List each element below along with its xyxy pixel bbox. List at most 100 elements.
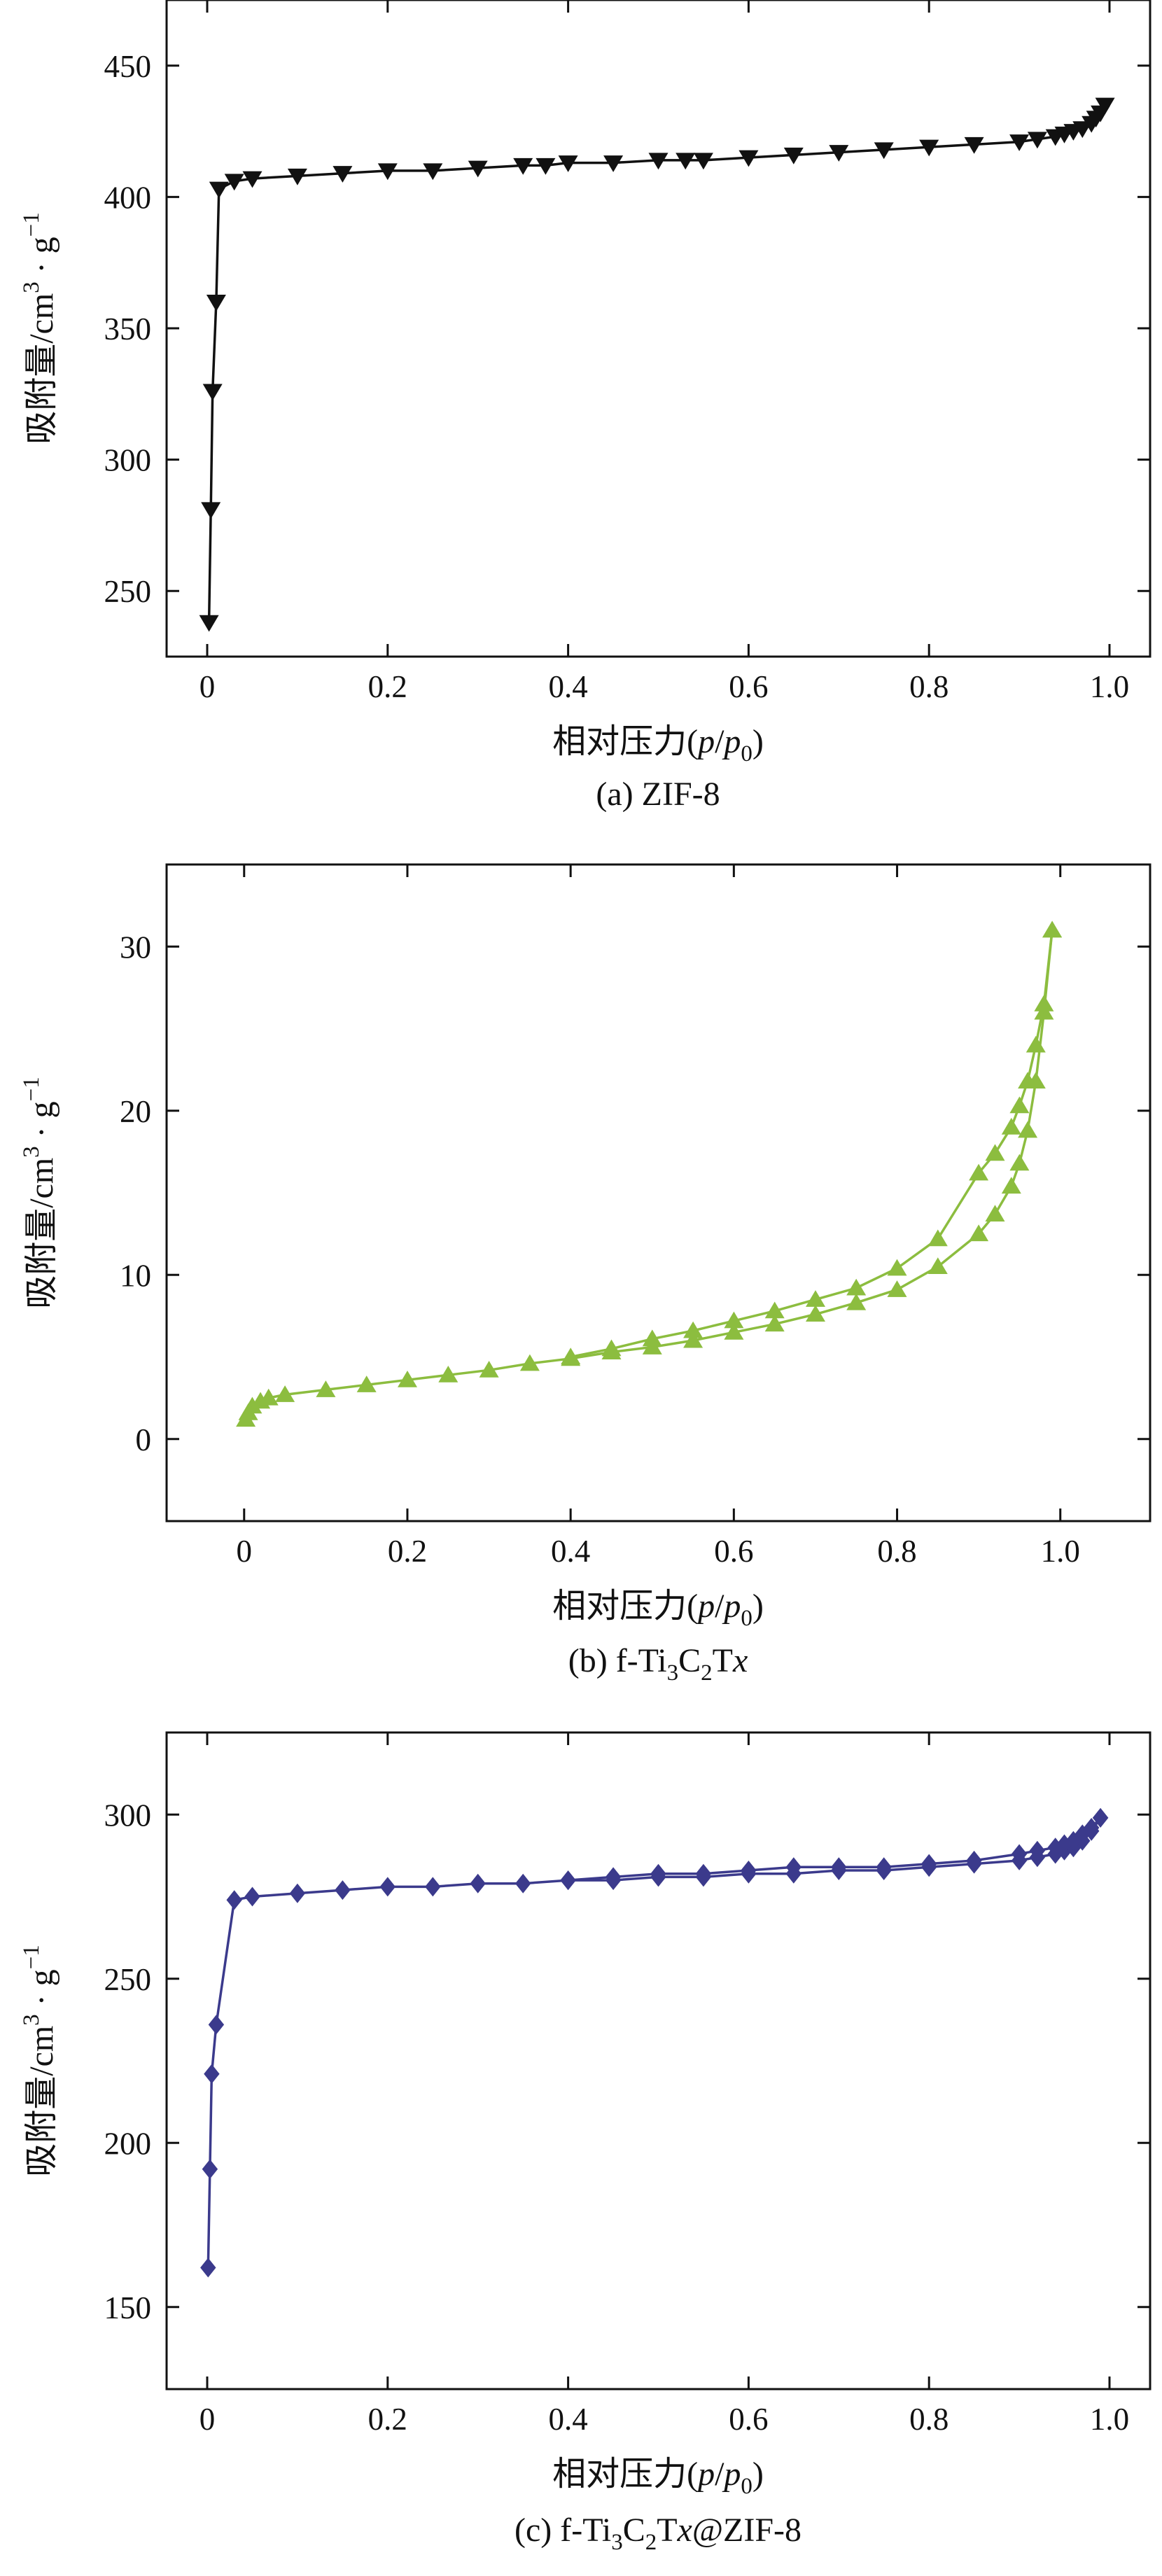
data-point bbox=[783, 147, 804, 164]
data-point bbox=[1018, 1121, 1038, 1138]
plot-frame bbox=[165, 863, 1152, 1522]
y-tick-label: 300 bbox=[104, 1798, 152, 1833]
series-line bbox=[570, 930, 1054, 1359]
panel-caption: (a) ZIF-8 bbox=[596, 776, 720, 813]
data-point bbox=[806, 1305, 825, 1322]
data-point bbox=[985, 1144, 1005, 1161]
data-point bbox=[206, 295, 226, 312]
x-tick-label: 0.4 bbox=[548, 2402, 587, 2437]
data-point bbox=[1009, 1154, 1030, 1171]
data-point bbox=[887, 1280, 907, 1297]
data-point bbox=[558, 155, 578, 172]
data-point bbox=[519, 1354, 540, 1371]
data-point bbox=[201, 502, 221, 519]
data-point bbox=[650, 1863, 666, 1884]
data-point bbox=[785, 1857, 802, 1877]
data-point bbox=[829, 145, 849, 162]
data-point bbox=[921, 1854, 937, 1874]
x-tick-label: 0.2 bbox=[388, 1534, 427, 1569]
data-point bbox=[724, 1311, 744, 1329]
x-tick-label: 0 bbox=[237, 1534, 253, 1569]
data-point bbox=[738, 150, 759, 167]
y-tick-label: 250 bbox=[104, 574, 152, 609]
panel-b: 0 0.2 0.4 0.6 0.8 1.0 0 10 20 30 吸附量/cm3 · g−1 相对… bbox=[19, 863, 1152, 1686]
data-point bbox=[1011, 1844, 1028, 1864]
data-point bbox=[423, 163, 443, 181]
data-point bbox=[919, 139, 939, 157]
data-point bbox=[398, 1371, 417, 1387]
data-point bbox=[969, 1224, 989, 1242]
data-point bbox=[724, 1323, 744, 1340]
data-point bbox=[1074, 1824, 1091, 1844]
data-point bbox=[1034, 995, 1054, 1011]
panel-a: 0 0.2 0.4 0.6 0.8 1.0 250 300 350 400 450 吸附量/cm3 … bbox=[19, 0, 1152, 813]
data-point bbox=[693, 153, 713, 170]
data-point bbox=[479, 1361, 499, 1378]
data-point bbox=[764, 1315, 785, 1332]
data-point bbox=[1009, 134, 1030, 151]
data-point bbox=[515, 1873, 531, 1893]
data-point bbox=[287, 168, 307, 186]
x-axis-label: 相对压力(p/p0) bbox=[552, 1588, 764, 1631]
y-tick-label: 350 bbox=[104, 312, 152, 346]
axis-ticks: 0 0.2 0.4 0.6 0.8 1.0 150 200 250 300 bbox=[104, 1732, 1150, 2437]
x-tick-label: 0 bbox=[200, 669, 216, 704]
data-point bbox=[275, 1385, 295, 1402]
data-point bbox=[199, 615, 219, 632]
data-point bbox=[846, 1278, 867, 1296]
data-point bbox=[209, 181, 229, 199]
data-point bbox=[927, 1229, 948, 1247]
data-point bbox=[1029, 1840, 1046, 1861]
data-point bbox=[966, 1850, 982, 1870]
y-axis-label: 吸附量/cm3 · g−1 bbox=[19, 212, 60, 444]
series-line bbox=[207, 104, 1107, 623]
x-tick-label: 0.6 bbox=[729, 2402, 768, 2437]
y-tick-label: 30 bbox=[120, 930, 151, 965]
data-point bbox=[513, 158, 533, 175]
x-tick-label: 0.8 bbox=[909, 669, 948, 704]
data-marks bbox=[199, 97, 1115, 632]
data-point bbox=[846, 1293, 867, 1310]
x-tick-label: 0.4 bbox=[548, 669, 587, 704]
y-axis-label: 吸附量/cm3 · g−1 bbox=[19, 1077, 60, 1309]
data-marks bbox=[236, 920, 1063, 1427]
x-tick-label: 0.6 bbox=[729, 669, 768, 704]
data-point bbox=[1027, 132, 1047, 149]
data-point bbox=[603, 155, 624, 172]
y-tick-label: 200 bbox=[104, 2126, 152, 2161]
y-tick-label: 300 bbox=[104, 443, 152, 478]
data-point bbox=[200, 2258, 216, 2278]
data-point bbox=[887, 1259, 907, 1276]
data-point bbox=[1001, 1177, 1021, 1194]
data-point bbox=[648, 153, 668, 170]
data-point bbox=[289, 1883, 306, 1903]
data-point bbox=[1047, 1837, 1063, 1858]
data-point bbox=[202, 2159, 218, 2179]
data-point bbox=[356, 1376, 377, 1392]
data-point bbox=[927, 1257, 948, 1274]
y-tick-label: 250 bbox=[104, 1962, 152, 1997]
data-point bbox=[969, 1163, 989, 1181]
data-point bbox=[831, 1857, 847, 1877]
data-point bbox=[1009, 1096, 1030, 1114]
x-axis-label: 相对压力(p/p0) bbox=[552, 723, 764, 766]
data-point bbox=[468, 160, 488, 178]
data-point bbox=[874, 142, 894, 160]
data-point bbox=[1001, 1117, 1021, 1135]
data-point bbox=[242, 171, 262, 188]
data-point bbox=[741, 1861, 757, 1880]
panel-caption: (c) f-Ti3C2Tx@ZIF-8 bbox=[514, 2512, 802, 2555]
data-point bbox=[1065, 1830, 1082, 1851]
y-tick-label: 10 bbox=[120, 1258, 151, 1293]
data-point bbox=[379, 1877, 396, 1897]
data-point bbox=[605, 1867, 622, 1887]
x-tick-label: 0 bbox=[200, 2402, 216, 2437]
data-point bbox=[242, 1396, 262, 1414]
x-tick-label: 1.0 bbox=[1090, 669, 1129, 704]
data-point bbox=[561, 1348, 581, 1364]
data-point bbox=[204, 2064, 220, 2084]
data-point bbox=[1092, 1807, 1109, 1828]
data-point bbox=[1042, 920, 1063, 938]
data-point bbox=[985, 1205, 1005, 1222]
